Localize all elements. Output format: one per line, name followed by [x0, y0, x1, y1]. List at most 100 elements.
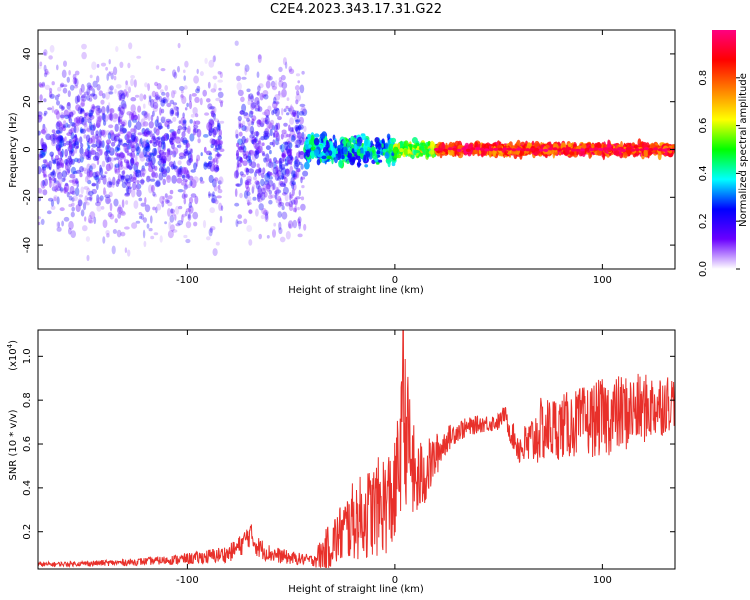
spectrogram-cell [169, 189, 174, 195]
spectrogram-cell [63, 177, 67, 181]
spectrogram-cell [69, 185, 75, 195]
spectrogram-cell [107, 113, 112, 121]
spectrogram-cell [160, 68, 166, 72]
spectrogram-cell [165, 151, 170, 158]
spectrogram-cell [167, 120, 173, 124]
spectrogram-cell [309, 150, 316, 159]
spectrogram-cell [166, 124, 170, 130]
spectrogram-cell [274, 107, 280, 117]
spectrogram-cell [161, 165, 165, 175]
spectrogram-cell [157, 160, 162, 166]
spectrogram-cell [269, 129, 273, 137]
spectrogram-cell [293, 112, 296, 118]
spectrogram-cell [157, 145, 162, 154]
spectrogram-cell [254, 149, 260, 155]
snr-series-line [38, 330, 675, 569]
spectrogram-cell [263, 191, 268, 198]
colorbar-tick-label: 0.2 [698, 213, 709, 229]
spectrogram-cell [275, 101, 278, 107]
spectrogram-cell [160, 116, 167, 120]
spectrogram-cell [157, 140, 163, 148]
spectrogram-cell [96, 197, 103, 204]
spectrogram-cell [159, 158, 166, 165]
spectrogram-cell [54, 94, 59, 101]
spectrogram-cell [123, 89, 128, 97]
spectrogram-cell [43, 173, 46, 177]
spectrogram-cell [300, 203, 306, 211]
spectrogram-cell [209, 106, 215, 110]
spectrogram-cell [143, 132, 149, 136]
spectrogram-cell [52, 158, 57, 165]
spectrogram-cell [286, 97, 290, 101]
spectrogram-cell [147, 161, 151, 168]
spectrogram-cell [147, 112, 151, 122]
spectrogram-cell [48, 176, 52, 181]
spectrogram-cell [182, 112, 185, 119]
spectrogram-cell [94, 133, 99, 140]
spectrogram-cell [248, 93, 254, 100]
spectrogram-cell [100, 131, 104, 137]
spectrogram-cell [89, 211, 96, 220]
spectrogram-cell [91, 188, 97, 195]
spectrogram-cell [184, 60, 189, 68]
spectrogram-cell [87, 146, 90, 151]
spectrogram-cell [163, 132, 170, 142]
spectrogram-cell [43, 72, 48, 78]
spectrogram-cell [54, 154, 60, 161]
spectrogram-cell [207, 81, 211, 89]
spectrogram-cell [278, 90, 281, 96]
spectrogram-ridge-cell [630, 148, 636, 152]
spectrogram-cell [171, 229, 178, 233]
spectrogram-cell [302, 170, 309, 177]
spectrogram-cell [263, 157, 267, 163]
spectrogram-cell [66, 132, 73, 137]
spectrogram-cell [110, 72, 114, 80]
spectrogram-cell [70, 127, 75, 134]
spectrogram-cell [73, 142, 77, 146]
spectrogram-cell [277, 201, 282, 208]
spectrogram-cell [219, 215, 223, 224]
spectrogram-cell [260, 172, 265, 179]
spectrogram-cell [172, 165, 178, 170]
spectrogram-cell [72, 135, 78, 143]
spectrogram-cell [133, 114, 138, 121]
snr-x-ticks: -100 0 100 [176, 330, 612, 586]
spectrogram-cell [171, 90, 175, 99]
spectrogram-cell [213, 147, 218, 152]
spectrogram-cell [56, 162, 62, 167]
spectrogram-cell [62, 125, 67, 132]
spectrogram-cell [290, 177, 294, 185]
spectrogram-cell [381, 143, 384, 148]
spectrogram-cell [124, 226, 130, 230]
spectrogram-cell [89, 165, 93, 172]
spectrogram-cell [59, 187, 64, 192]
spectrogram-cell [183, 189, 186, 194]
spectrogram-cell [445, 142, 448, 150]
spectrogram-cell [283, 183, 287, 188]
spectrogram-cell [282, 186, 289, 195]
spectrogram-cell [257, 167, 262, 176]
spectrogram-cell [135, 94, 140, 98]
spectrogram-cell [218, 87, 222, 91]
spectrogram-cell [59, 121, 63, 127]
spectrogram-cell [247, 199, 250, 206]
spectrogram-cell [53, 195, 58, 201]
spectrogram-cell [133, 136, 138, 145]
spectrogram-cell [199, 97, 203, 106]
spectrogram-cell [172, 102, 178, 106]
spectrogram-cell [364, 138, 369, 147]
spectrogram-cell [235, 219, 239, 228]
spectrogram-cell [296, 135, 303, 140]
spectrogram-cell [145, 143, 150, 148]
spectrogram-cell [118, 95, 122, 101]
spectrogram-cell [280, 143, 285, 153]
spectrogram-cell [80, 102, 85, 108]
spectrogram-cell [242, 160, 248, 167]
spectrogram-cell [361, 133, 366, 140]
spectrogram-ridge-cell [593, 147, 599, 151]
spectrogram-cell [86, 87, 91, 96]
spectrogram-cell [257, 187, 263, 197]
spectrogram-cell [155, 91, 159, 98]
spectrogram-cell [256, 163, 260, 168]
spectrogram-cell [209, 163, 216, 172]
